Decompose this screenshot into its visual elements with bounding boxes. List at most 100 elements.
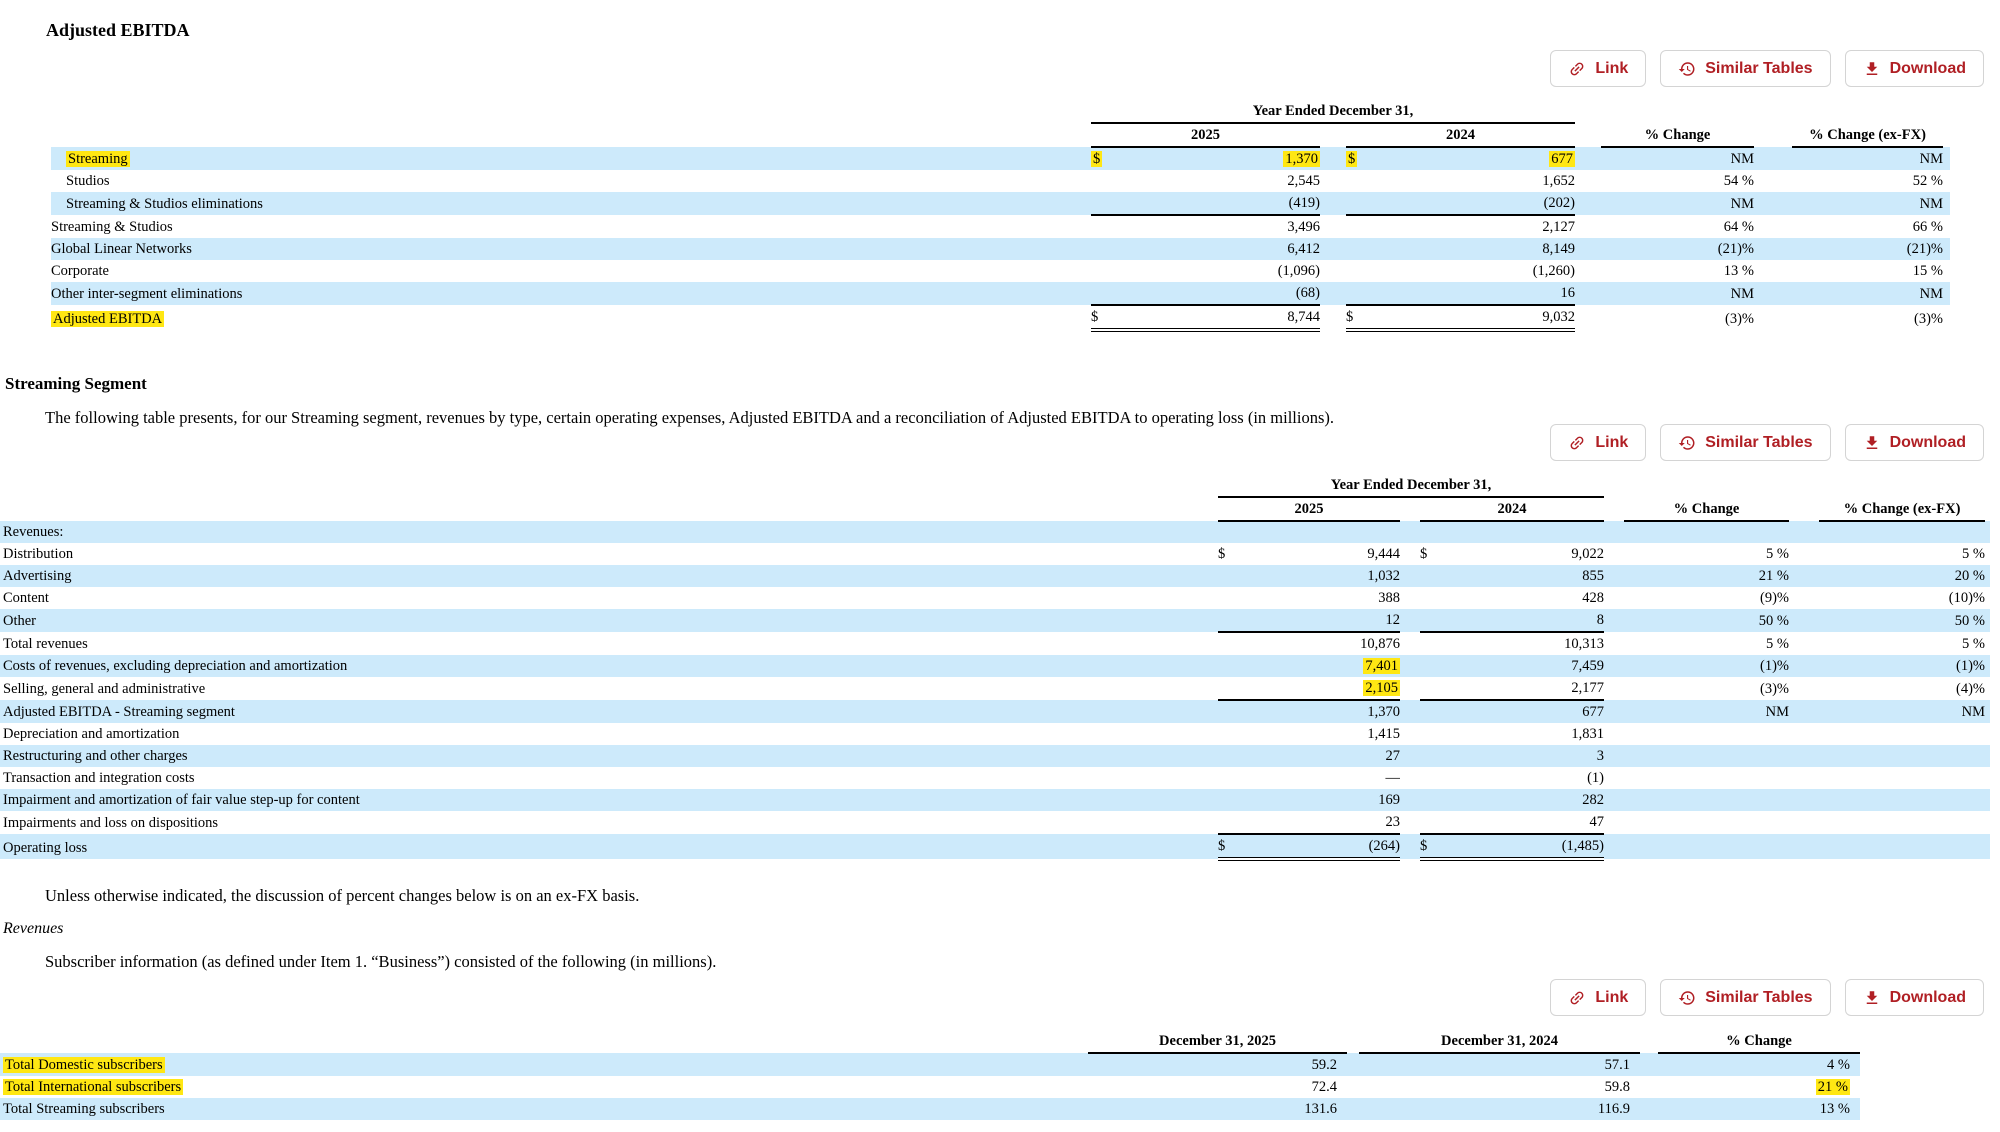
table-row: Transaction and integration costs — (1) xyxy=(0,767,1990,789)
value-2025: 10,876 xyxy=(1360,636,1400,652)
download-button-label: Download xyxy=(1889,434,1966,451)
table-row: Total Domestic subscribers 59.2 57.1 4 % xyxy=(0,1053,1860,1076)
download-button-label: Download xyxy=(1889,989,1966,1006)
col-header-dec-2025: December 31, 2025 xyxy=(1088,1030,1347,1054)
table-row: Total Streaming subscribers 131.6 116.9 … xyxy=(0,1098,1860,1120)
row-label: Corporate xyxy=(51,263,109,279)
table-header-row: Year Ended December 31, xyxy=(51,100,1950,124)
row-label: Content xyxy=(3,590,49,606)
table-row: Impairments and loss on dispositions 23 … xyxy=(0,811,1990,835)
row-label: Distribution xyxy=(3,546,74,562)
year-header: Year Ended December 31, xyxy=(1218,474,1605,498)
row-label: Streaming & Studios xyxy=(51,219,173,235)
link-icon xyxy=(1570,991,1584,1004)
pct-change-exfx-cell: 50 % xyxy=(1819,609,1986,632)
similar-tables-button[interactable]: Similar Tables xyxy=(1660,424,1831,461)
row-label: Adjusted EBITDA xyxy=(51,311,165,327)
value-2025: 7,401 xyxy=(1244,655,1400,677)
link-button-label: Link xyxy=(1595,434,1629,451)
similar-tables-button-label: Similar Tables xyxy=(1705,989,1813,1006)
pct-change-cell: 13 % xyxy=(1723,263,1755,279)
row-label: Other xyxy=(0,609,1218,632)
download-icon xyxy=(1866,61,1877,75)
row-label: Streaming & Studios eliminations xyxy=(51,192,1091,215)
row-label: Advertising xyxy=(0,565,1218,587)
table-row: Distribution $ 9,444 $ 9,022 5 % 5 % xyxy=(0,543,1990,565)
link-icon xyxy=(1570,436,1584,449)
pct-change-exfx-cell: NM xyxy=(1792,192,1944,215)
col-header-pct-change-exfx: % Change (ex-FX) xyxy=(1792,123,1944,148)
row-label: Total Domestic subscribers xyxy=(0,1053,1088,1076)
download-button[interactable]: Download xyxy=(1844,424,1984,461)
pct-change-exfx-cell: 15 % xyxy=(1912,263,1944,279)
history-icon xyxy=(1679,990,1695,1005)
row-label: Studios xyxy=(66,173,110,189)
value-dec-2024: 116.9 xyxy=(1359,1098,1640,1120)
value-2025: 388 xyxy=(1378,590,1400,606)
similar-tables-button[interactable]: Similar Tables xyxy=(1660,50,1831,87)
similar-tables-button-label: Similar Tables xyxy=(1705,434,1813,451)
table-row: Adjusted EBITDA - Streaming segment 1,37… xyxy=(0,700,1991,723)
row-label: Operating loss xyxy=(0,834,1218,859)
pct-change-cell: 21 % xyxy=(1624,565,1790,587)
value-2024: 16 xyxy=(1372,282,1576,306)
value-2024: 7,459 xyxy=(1446,655,1605,677)
link-button[interactable]: Link xyxy=(1550,50,1647,87)
table-header-row: 2025 2024 % Change % Change (ex-FX) xyxy=(51,123,1950,148)
table-row: Costs of revenues, excluding depreciatio… xyxy=(0,655,1991,677)
pct-change-cell: 5 % xyxy=(1766,546,1790,562)
row-label: Other inter-segment eliminations xyxy=(51,282,1091,305)
value-2025: 1,370 xyxy=(1117,147,1320,170)
revenues-subheading: Revenues xyxy=(3,920,64,937)
row-label: Revenues: xyxy=(0,521,1218,543)
value-dec-2025: 72.4 xyxy=(1311,1079,1337,1095)
table-header-row: Year Ended December 31, xyxy=(0,474,1990,498)
value-dec-2025: 59.2 xyxy=(1088,1053,1347,1076)
value-2024: 9,022 xyxy=(1571,546,1605,562)
value-2024: 282 xyxy=(1446,789,1605,811)
col-header-pct-change: % Change xyxy=(1601,123,1755,148)
link-button[interactable]: Link xyxy=(1550,424,1647,461)
value-2024: 8 xyxy=(1446,609,1605,633)
pct-change-cell: 4 % xyxy=(1658,1053,1860,1076)
table-row: Impairment and amortization of fair valu… xyxy=(0,789,1991,811)
value-2025: 1,370 xyxy=(1244,700,1400,723)
table-row: Restructuring and other charges 27 3 xyxy=(0,745,1991,767)
table-row: Operating loss $ (264) $ (1,485) xyxy=(0,834,1991,861)
download-icon xyxy=(1866,435,1877,449)
pct-change-cell: 5 % xyxy=(1766,636,1790,652)
value-2025: 27 xyxy=(1244,745,1400,767)
pct-change-cell: NM xyxy=(1601,282,1755,305)
page-title: Adjusted EBITDA xyxy=(46,20,190,40)
streaming-segment-table: Year Ended December 31, 2025 2024 % Chan… xyxy=(0,474,1991,861)
similar-tables-button[interactable]: Similar Tables xyxy=(1660,979,1831,1016)
subscribers-table: December 31, 2025 December 31, 2024 % Ch… xyxy=(0,1030,1860,1120)
table-header-row: December 31, 2025 December 31, 2024 % Ch… xyxy=(0,1030,1860,1054)
pct-change-cell: 54 % xyxy=(1723,173,1755,189)
value-2024: 2,177 xyxy=(1446,677,1605,701)
download-button-label: Download xyxy=(1889,60,1966,77)
streaming-segment-paragraph: The following table presents, for our St… xyxy=(45,408,1334,427)
currency-cell: $ xyxy=(1091,147,1117,170)
pct-change-exfx-cell: 5 % xyxy=(1962,546,1986,562)
link-button-label: Link xyxy=(1595,989,1629,1006)
value-2024: 855 xyxy=(1446,565,1605,587)
download-button[interactable]: Download xyxy=(1844,979,1984,1016)
table-header-row: 2025 2024 % Change % Change (ex-FX) xyxy=(0,497,1990,522)
currency-cell: $ xyxy=(1420,834,1446,861)
similar-tables-button-label: Similar Tables xyxy=(1705,60,1813,77)
row-label: Global Linear Networks xyxy=(51,238,1091,260)
value-2025: 12 xyxy=(1244,609,1400,633)
download-button[interactable]: Download xyxy=(1844,50,1984,87)
value-2025: 6,412 xyxy=(1117,238,1320,260)
value-2024: 1,652 xyxy=(1542,173,1576,189)
value-2025: (419) xyxy=(1117,192,1320,216)
value-2024: 677 xyxy=(1446,700,1605,723)
pct-change-cell: 13 % xyxy=(1658,1098,1860,1120)
link-button[interactable]: Link xyxy=(1550,979,1647,1016)
table-row: Streaming & Studios 3,496 2,127 64 % 66 … xyxy=(51,215,1950,238)
value-2024: (1) xyxy=(1587,770,1605,786)
value-2025: 169 xyxy=(1244,789,1400,811)
row-label: Impairments and loss on dispositions xyxy=(3,815,219,831)
value-dec-2024: 57.1 xyxy=(1359,1053,1640,1076)
